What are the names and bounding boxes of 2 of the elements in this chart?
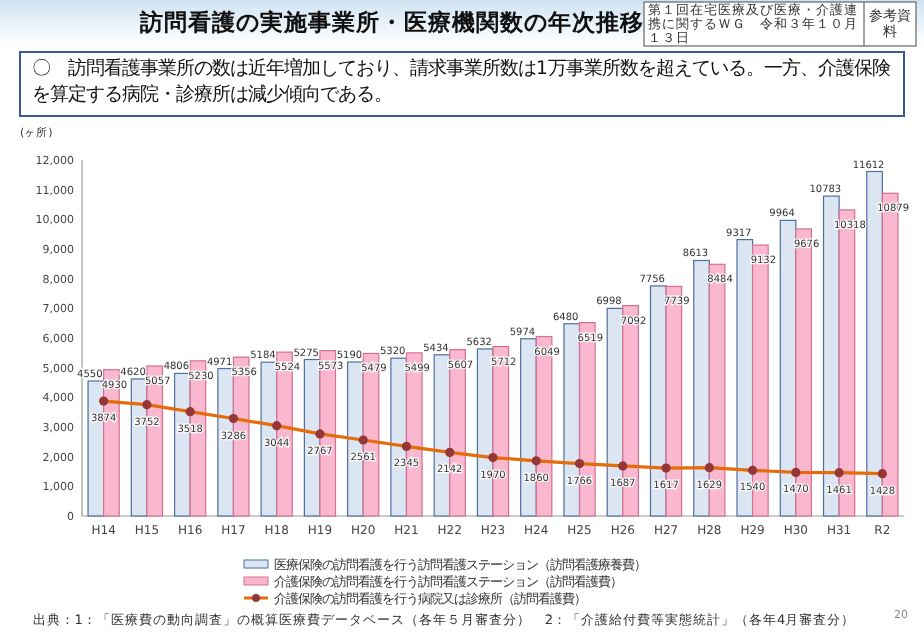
subtitle: 〇 訪問看護事業所の数は近年増加しており、請求事業所数は1万事業所数を超えている。一方、介護保険を算定する病院・診療所は減少傾向である。	[32, 58, 892, 108]
title: 訪問看護の実施事業所・医療機関数の年次推移	[140, 8, 644, 36]
